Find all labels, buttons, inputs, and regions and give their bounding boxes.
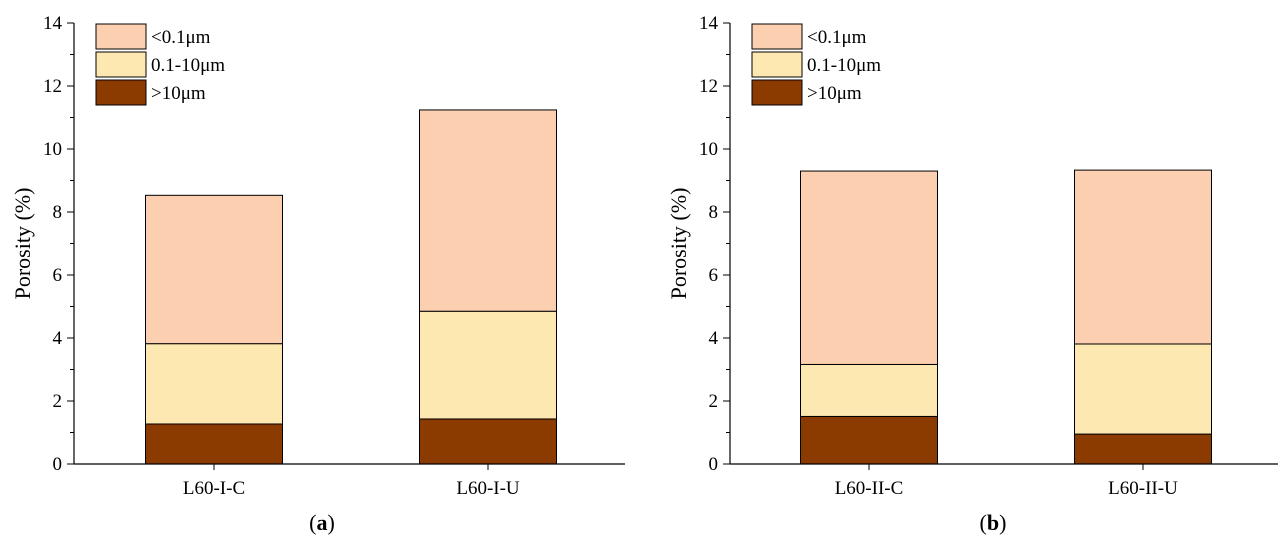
x-tick-label: L60-I-U bbox=[456, 478, 520, 499]
bar-segment bbox=[1074, 343, 1212, 435]
bar-segment bbox=[145, 423, 283, 465]
legend-label: 0.1-10μm bbox=[151, 55, 225, 76]
bar-segment bbox=[419, 310, 557, 420]
x-tick-label: L60-II-U bbox=[1108, 478, 1178, 499]
legend-swatch bbox=[95, 79, 147, 106]
y-tick-label: 2 bbox=[709, 391, 719, 412]
bar-segment bbox=[800, 415, 938, 465]
bar-segment bbox=[800, 363, 938, 417]
legend-swatch bbox=[95, 23, 147, 50]
x-tick-label: L60-II-C bbox=[835, 478, 904, 499]
chart-panel-b: L60-II-C L60-II-U 0 2 4 6 8 10 12 14 Porosity (%) <… bbox=[666, 13, 1278, 535]
y-tick-label: 12 bbox=[43, 76, 62, 97]
y-tick-label: 4 bbox=[709, 328, 719, 349]
y-tick-label: 2 bbox=[53, 391, 63, 412]
y-tick-label: 6 bbox=[709, 265, 719, 286]
y-axis-label: Porosity (%) bbox=[10, 188, 35, 300]
legend-swatch bbox=[751, 23, 803, 50]
bar-segment bbox=[145, 194, 283, 345]
y-tick-label: 6 bbox=[53, 265, 63, 286]
legend-swatch bbox=[751, 51, 803, 78]
y-tick-label: 14 bbox=[43, 13, 63, 34]
legend-swatch bbox=[95, 51, 147, 78]
legend-label: 0.1-10μm bbox=[807, 55, 881, 76]
y-tick-label: 8 bbox=[709, 202, 719, 223]
panel-caption: (a) bbox=[309, 510, 335, 535]
legend-label: >10μm bbox=[151, 83, 206, 104]
bar-segment bbox=[145, 343, 283, 425]
legend-swatch bbox=[751, 79, 803, 106]
panel-caption: (b) bbox=[980, 510, 1007, 535]
x-tick-label: L60-I-C bbox=[183, 478, 245, 499]
y-tick-label: 10 bbox=[699, 139, 718, 160]
y-tick-label: 0 bbox=[53, 454, 63, 475]
bar-segment bbox=[800, 170, 938, 365]
bar-segment bbox=[419, 109, 557, 312]
y-tick-label: 14 bbox=[699, 13, 719, 34]
y-tick-label: 8 bbox=[53, 202, 63, 223]
y-tick-label: 10 bbox=[43, 139, 62, 160]
chart-panel-a: L60-I-C L60-I-U 0 2 4 6 8 10 12 14 Porosity (%) <0.… bbox=[10, 13, 625, 535]
legend-label: <0.1μm bbox=[151, 27, 211, 48]
y-tick-label: 4 bbox=[53, 328, 63, 349]
legend-label: <0.1μm bbox=[807, 27, 867, 48]
bar-segment bbox=[1074, 169, 1212, 345]
bar-segment bbox=[419, 418, 557, 465]
legend-label: >10μm bbox=[807, 83, 862, 104]
y-axis-label: Porosity (%) bbox=[666, 188, 691, 300]
y-tick-label: 0 bbox=[709, 454, 719, 475]
y-tick-label: 12 bbox=[699, 76, 718, 97]
bar-segment bbox=[1074, 433, 1212, 465]
